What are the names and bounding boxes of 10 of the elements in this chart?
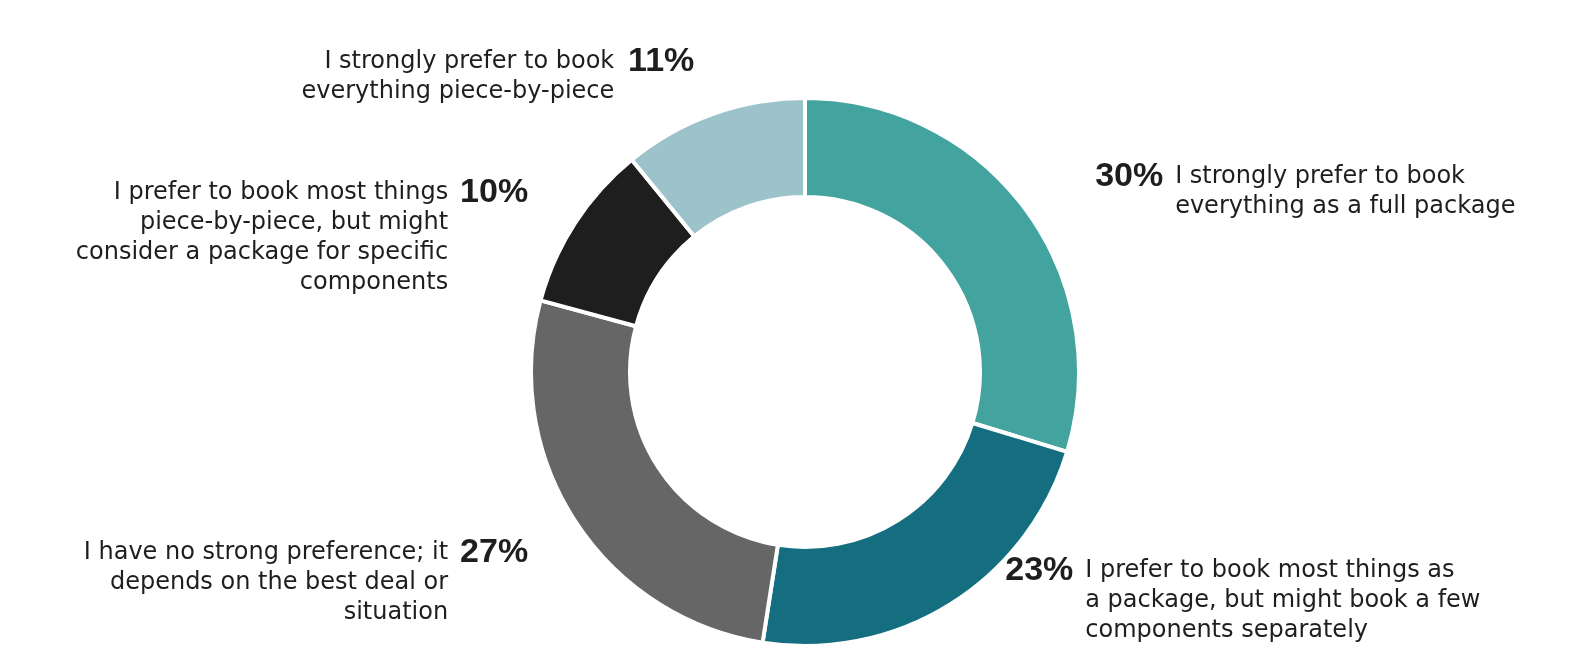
slice-label: I prefer to book most things as a package, but might book a few components separately xyxy=(1085,555,1481,643)
slice-label: I prefer to book most things piece-by-piece, but might consider a package for specific components xyxy=(75,177,449,296)
slice-label: I have no strong preference; it depends on the best deal or situation xyxy=(83,536,449,625)
data-label: 30% xyxy=(1095,154,1164,193)
slice-label: I strongly prefer to book everything as a full package xyxy=(1175,160,1516,219)
data-label: 10% xyxy=(460,171,529,210)
data-label: 11% xyxy=(628,40,695,79)
data-label: 23% xyxy=(1005,549,1074,587)
slice-label: I strongly prefer to book everything piece-by-piece xyxy=(301,46,615,105)
data-label: 27% xyxy=(460,530,529,569)
